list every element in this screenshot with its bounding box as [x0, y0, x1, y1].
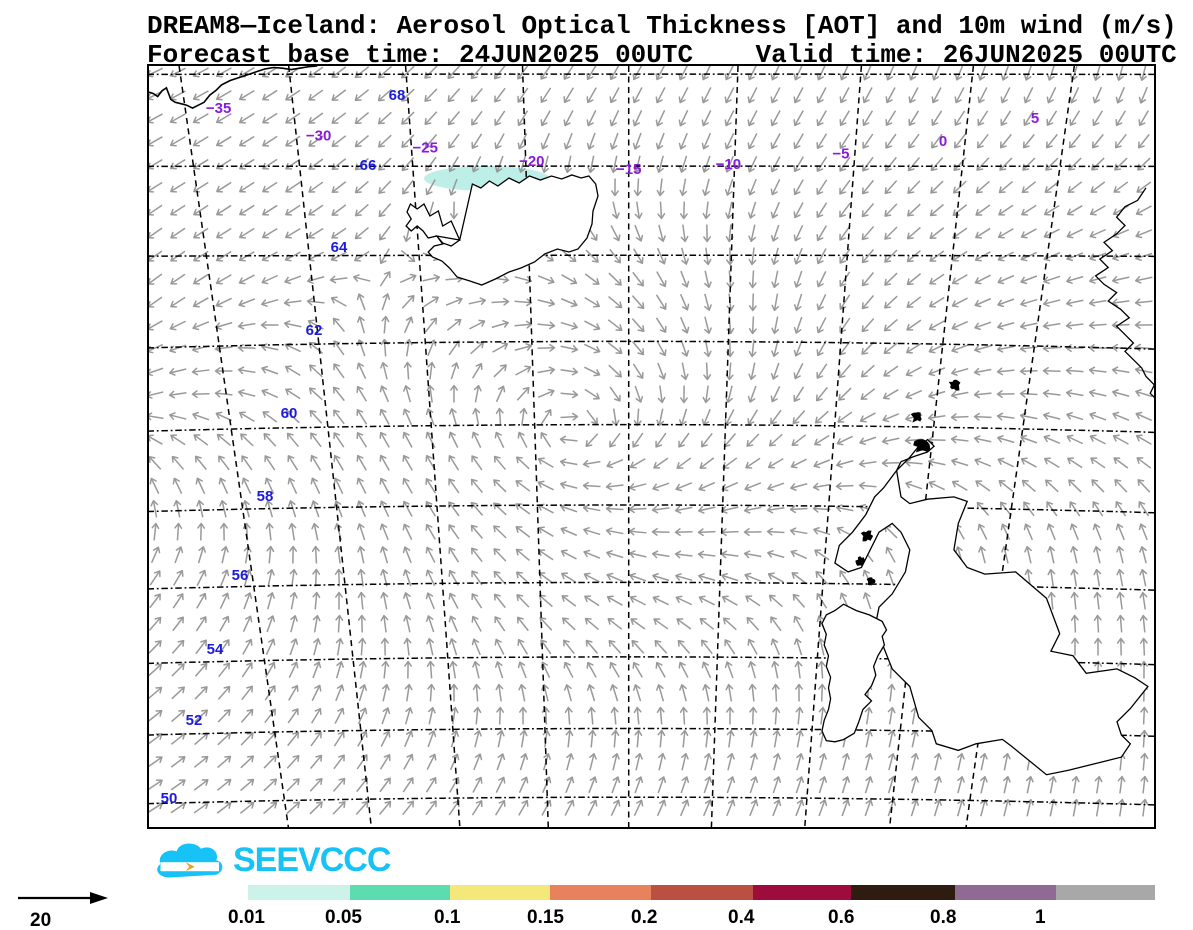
- svg-text:−20: −20: [519, 153, 544, 170]
- svg-text:50: 50: [161, 790, 178, 807]
- svg-text:−30: −30: [306, 127, 331, 144]
- svg-text:52: 52: [186, 712, 203, 729]
- svg-text:62: 62: [306, 322, 323, 339]
- svg-text:−10: −10: [716, 156, 741, 173]
- svg-text:5: 5: [1031, 110, 1039, 127]
- svg-text:−15: −15: [616, 161, 641, 178]
- svg-text:58: 58: [257, 488, 274, 505]
- svg-text:−25: −25: [412, 140, 437, 157]
- svg-text:−35: −35: [206, 100, 231, 117]
- svg-text:66: 66: [360, 157, 377, 174]
- svg-text:54: 54: [207, 641, 224, 658]
- svg-text:68: 68: [389, 87, 406, 104]
- svg-text:−5: −5: [832, 146, 849, 163]
- svg-text:64: 64: [331, 239, 348, 256]
- svg-text:0: 0: [939, 133, 947, 150]
- svg-text:60: 60: [281, 405, 298, 422]
- svg-text:56: 56: [232, 567, 249, 584]
